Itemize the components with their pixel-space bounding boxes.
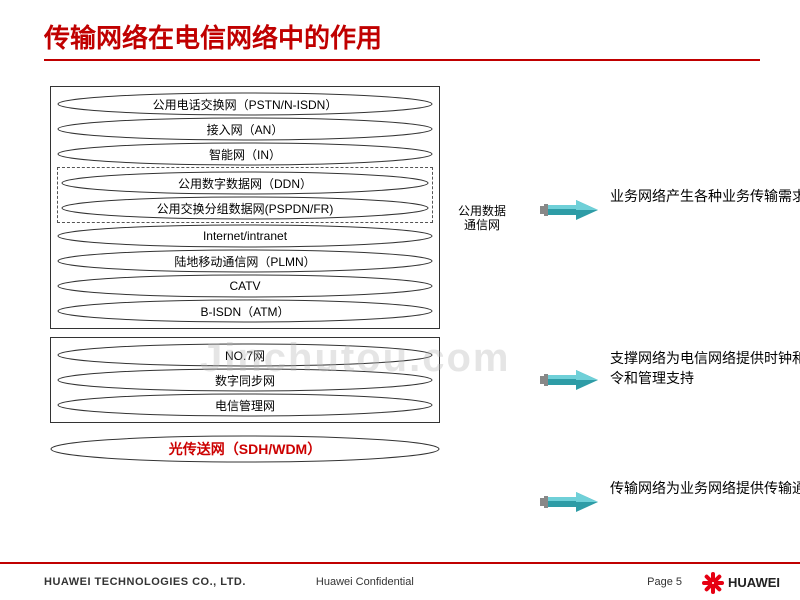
ellipse-label: 公用数字数据网（DDN）: [61, 171, 429, 195]
huawei-logo: HUAWEI: [702, 571, 780, 593]
dashed-subgroup: 公用数字数据网（DDN）公用交换分组数据网(PSPDN/FR): [57, 167, 433, 223]
description-text: 支撑网络为电信网络提供时钟和信令和管理支持: [610, 348, 800, 388]
ellipse-label: 数字同步网: [57, 368, 433, 392]
ellipse-label: 公用交换分组数据网(PSPDN/FR): [61, 196, 429, 220]
ellipse-label: 电信管理网: [57, 393, 433, 417]
footer-confidential: Huawei Confidential: [316, 576, 414, 588]
footer-company: HUAWEI TECHNOLOGIES CO., LTD.: [44, 576, 246, 588]
bottom-ellipse: 光传送网（SDH/WDM）: [50, 435, 440, 463]
huawei-brand-text: HUAWEI: [728, 575, 780, 590]
footer: HUAWEI TECHNOLOGIES CO., LTD. Huawei Con…: [0, 562, 800, 600]
arrow-icon: [540, 490, 600, 514]
ellipse-label: B-ISDN（ATM）: [57, 299, 433, 323]
arrow-icon: [540, 368, 600, 392]
network-ellipse: 接入网（AN）: [57, 117, 433, 141]
left-column: 公用电话交换网（PSTN/N-ISDN）接入网（AN）智能网（IN）公用数字数据…: [50, 86, 440, 464]
network-ellipse: 数字同步网: [57, 368, 433, 392]
slide-title: 传输网络在电信网络中的作用: [0, 0, 800, 59]
group-box-2: NO.7网数字同步网电信管理网: [50, 337, 440, 423]
ellipse-label: 光传送网（SDH/WDM）: [50, 435, 440, 463]
ellipse-label: 智能网（IN）: [57, 142, 433, 166]
title-underline: [44, 59, 760, 61]
network-ellipse: 陆地移动通信网（PLMN）: [57, 249, 433, 273]
network-ellipse: 公用电话交换网（PSTN/N-ISDN）: [57, 92, 433, 116]
footer-page: Page 5: [647, 576, 682, 588]
network-ellipse: B-ISDN（ATM）: [57, 299, 433, 323]
ellipse-label: NO.7网: [57, 343, 433, 367]
arrow-icon: [540, 198, 600, 222]
ellipse-label: 公用电话交换网（PSTN/N-ISDN）: [57, 92, 433, 116]
ellipse-label: 陆地移动通信网（PLMN）: [57, 249, 433, 273]
network-ellipse: 智能网（IN）: [57, 142, 433, 166]
content-area: 公用电话交换网（PSTN/N-ISDN）接入网（AN）智能网（IN）公用数字数据…: [50, 86, 780, 550]
network-ellipse: 电信管理网: [57, 393, 433, 417]
dashed-group-label: 公用数据 通信网: [454, 204, 510, 232]
ellipse-label: CATV: [57, 274, 433, 298]
description-text: 业务网络产生各种业务传输需求: [610, 186, 800, 206]
description-text: 传输网络为业务网络提供传输通道: [610, 478, 800, 498]
network-ellipse: NO.7网: [57, 343, 433, 367]
network-ellipse: CATV: [57, 274, 433, 298]
huawei-petal-icon: [702, 571, 724, 593]
group-box-1: 公用电话交换网（PSTN/N-ISDN）接入网（AN）智能网（IN）公用数字数据…: [50, 86, 440, 329]
network-ellipse: Internet/intranet: [57, 224, 433, 248]
ellipse-label: 接入网（AN）: [57, 117, 433, 141]
ellipse-label: Internet/intranet: [57, 224, 433, 248]
network-ellipse: 公用数字数据网（DDN）: [61, 171, 429, 195]
network-ellipse: 公用交换分组数据网(PSPDN/FR): [61, 196, 429, 220]
